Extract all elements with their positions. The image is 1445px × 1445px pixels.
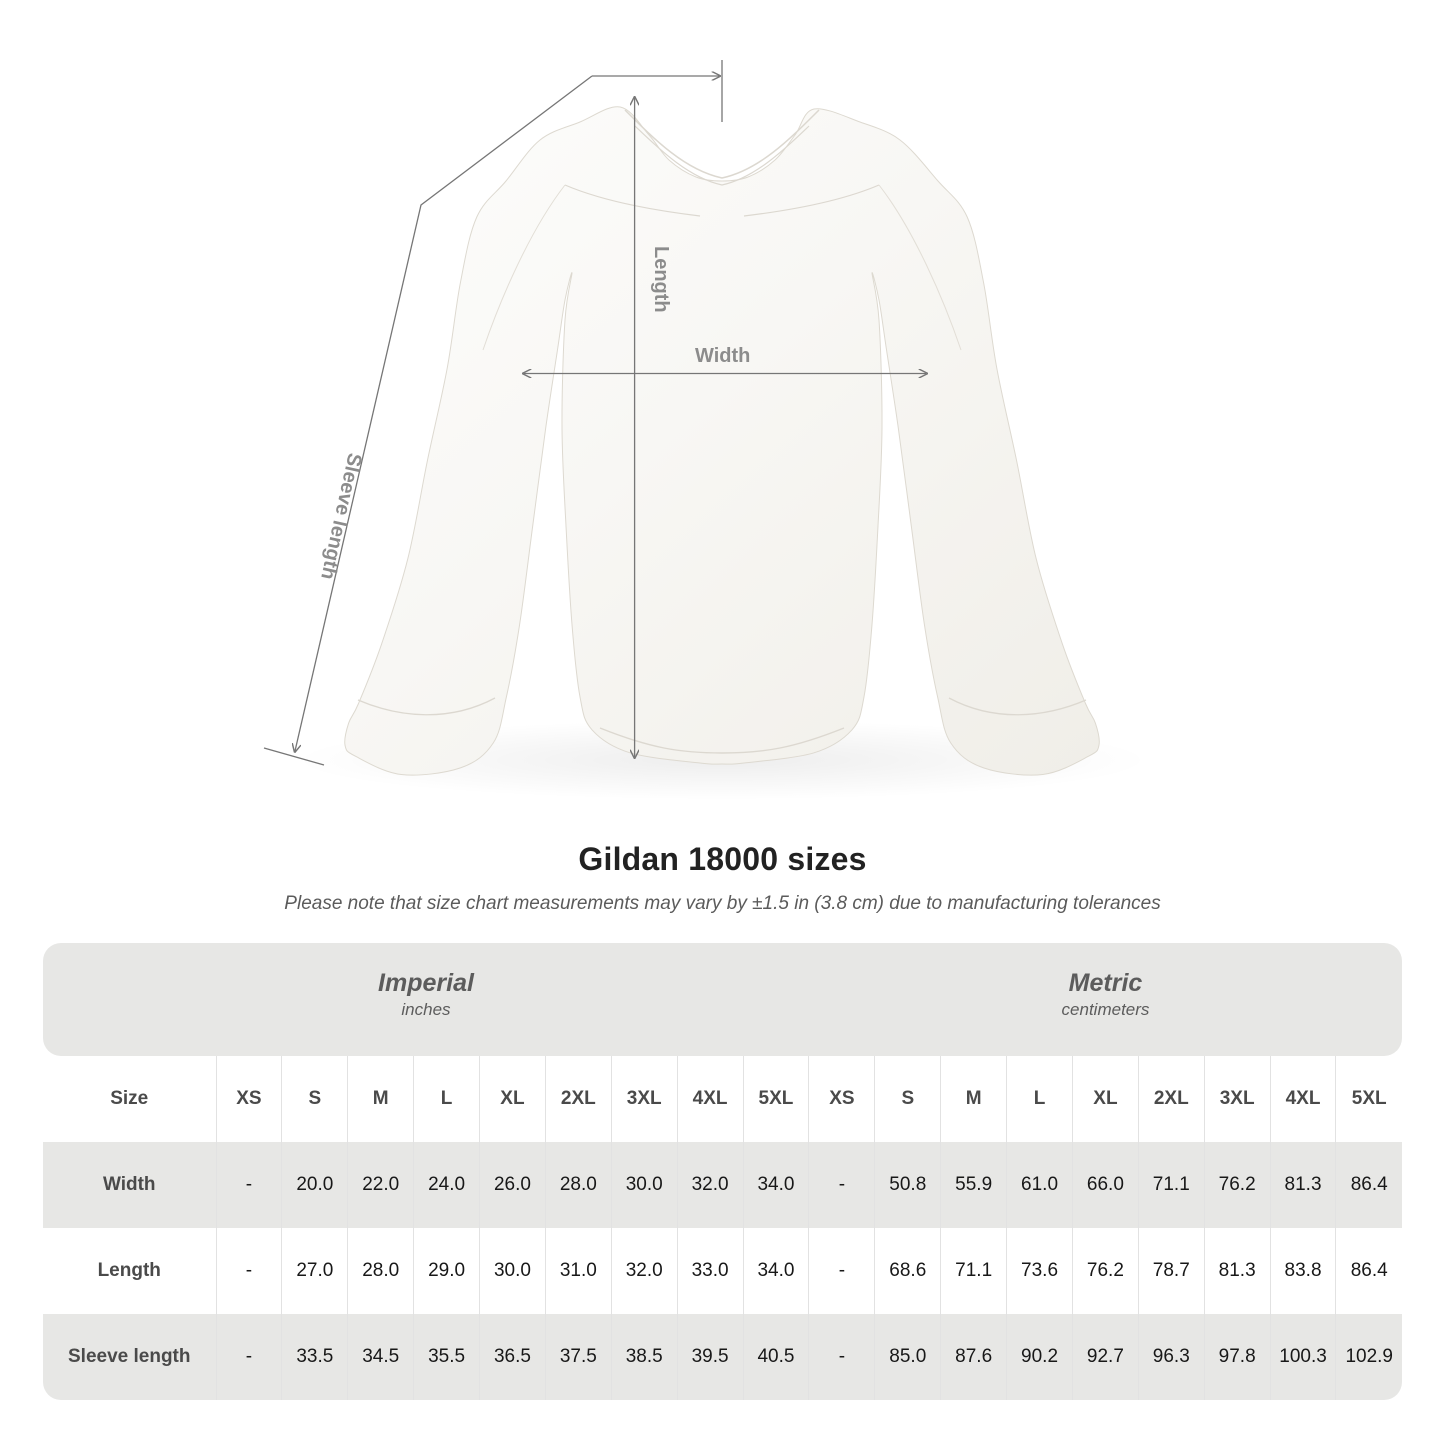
- svg-text:Sleeve length: Sleeve length: [316, 451, 365, 582]
- svg-text:Width: Width: [695, 345, 750, 367]
- svg-text:Length: Length: [650, 246, 672, 313]
